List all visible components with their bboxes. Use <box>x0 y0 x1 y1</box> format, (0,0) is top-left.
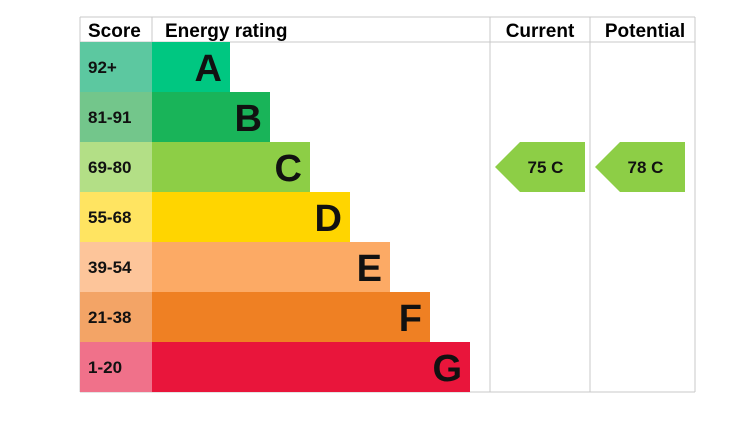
rating-letter-c: C <box>275 148 302 190</box>
rating-bar-d <box>152 192 350 242</box>
rating-letter-e: E <box>357 248 382 290</box>
score-cell-e <box>80 242 152 292</box>
header-potential: Potential <box>605 21 685 42</box>
rating-bar-e <box>152 242 390 292</box>
score-cell-f <box>80 292 152 342</box>
rating-bar-b <box>152 92 270 142</box>
score-label-b: 81-91 <box>88 108 131 127</box>
rating-bar-a <box>152 42 230 92</box>
score-label-e: 39-54 <box>88 258 132 277</box>
score-cell-c <box>80 142 152 192</box>
rating-bar-g <box>152 342 470 392</box>
rating-bands: 92+ A 81-91 B 69-80 C 55-68 D 39-54 E 21-38 F 1-20 G <box>80 42 470 392</box>
score-cell-g <box>80 342 152 392</box>
rating-letter-d: D <box>315 198 342 240</box>
rating-letter-f: F <box>399 298 422 340</box>
score-label-f: 21-38 <box>88 308 131 327</box>
rating-bar-f <box>152 292 430 342</box>
score-cell-d <box>80 192 152 242</box>
score-cell-a <box>80 42 152 92</box>
score-label-a: 92+ <box>88 58 117 77</box>
score-label-d: 55-68 <box>88 208 131 227</box>
header-score: Score <box>88 21 141 42</box>
rating-letter-b: B <box>235 98 262 140</box>
current-rating-value: 75 C <box>528 158 564 177</box>
score-label-c: 69-80 <box>88 158 131 177</box>
rating-letter-a: A <box>195 48 222 90</box>
score-label-g: 1-20 <box>88 358 122 377</box>
rating-bar-c <box>152 142 310 192</box>
rating-indicators: 75 C 78 C <box>495 142 685 192</box>
header-energy-rating: Energy rating <box>165 21 287 42</box>
rating-letter-g: G <box>432 348 462 390</box>
potential-rating-arrow <box>595 142 685 192</box>
potential-rating-value: 78 C <box>628 158 664 177</box>
header-current: Current <box>506 21 575 42</box>
score-cell-b <box>80 92 152 142</box>
header-row: Score Energy rating Current Potential <box>88 21 685 42</box>
current-rating-arrow <box>495 142 585 192</box>
